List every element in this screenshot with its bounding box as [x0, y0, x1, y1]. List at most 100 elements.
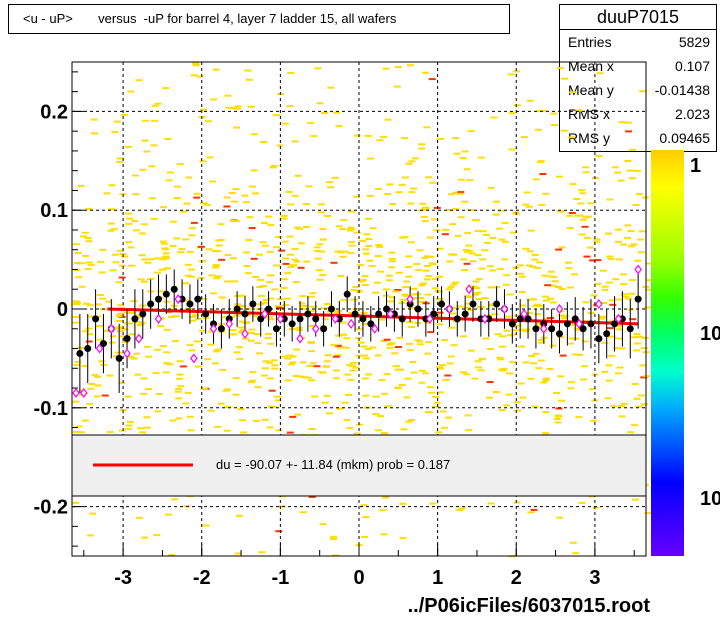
- heatmap-cell: [72, 501, 80, 504]
- heatmap-cell: [493, 200, 500, 203]
- heatmap-cell: [416, 340, 424, 343]
- heatmap-cell: [373, 281, 381, 284]
- heatmap-cell: [229, 107, 236, 109]
- heatmap-cell: [91, 132, 99, 135]
- heatmap-cell: [163, 328, 171, 331]
- heatmap-cell: [385, 274, 393, 277]
- heatmap-cell: [416, 249, 424, 252]
- heatmap-cell: [350, 298, 358, 301]
- heatmap-cell: [280, 278, 288, 281]
- heatmap-cell: [487, 286, 495, 289]
- heatmap-cell: [162, 257, 170, 260]
- heatmap-cell: [287, 265, 295, 268]
- heatmap-cell: [439, 410, 447, 413]
- heatmap-cell: [249, 185, 256, 188]
- heatmap-cell: [155, 393, 163, 395]
- heatmap-cell: [347, 241, 355, 244]
- heatmap-cell: [419, 202, 427, 205]
- heatmap-cell: [271, 364, 279, 367]
- heatmap-cell: [273, 395, 281, 398]
- heatmap-cell: [497, 358, 505, 361]
- heatmap-cell: [77, 184, 85, 187]
- fit-line: [107, 307, 639, 326]
- open-marker: [260, 308, 269, 319]
- heatmap-cell: [245, 78, 253, 81]
- profile-point: [508, 320, 516, 328]
- heatmap-cell: [447, 286, 455, 288]
- heatmap-cell: [478, 357, 486, 360]
- heatmap-cell: [556, 67, 564, 70]
- heatmap-cell: [293, 226, 301, 229]
- heatmap-cell: [217, 239, 225, 241]
- heatmap-cell: [90, 118, 98, 121]
- heatmap-cell: [103, 330, 111, 332]
- heatmap-cell: [108, 208, 116, 211]
- profile-point: [154, 295, 162, 303]
- heatmap-cell: [435, 298, 443, 300]
- heatmap-cell: [470, 285, 478, 288]
- heatmap-cell: [183, 299, 191, 302]
- heatmap-cell: [578, 233, 586, 236]
- heatmap-cell: [542, 318, 550, 321]
- heatmap-cell: [514, 324, 522, 327]
- heatmap-cell: [516, 272, 524, 275]
- heatmap-cell: [542, 295, 549, 298]
- heatmap-cell: [413, 262, 421, 265]
- profile-point: [414, 305, 422, 313]
- heatmap-cell: [384, 118, 392, 121]
- heatmap-cell: [89, 512, 97, 515]
- heatmap-cell: [431, 218, 438, 221]
- heatmap-cell: [360, 504, 368, 507]
- profile-point: [493, 300, 501, 308]
- heatmap-cell: [465, 244, 473, 247]
- heatmap-cell: [253, 333, 261, 336]
- heatmap-cell: [96, 294, 104, 296]
- heatmap-cell: [536, 322, 544, 325]
- heatmap-cell: [98, 271, 106, 274]
- heatmap-cell: [141, 258, 149, 261]
- heatmap-cell: [292, 375, 300, 377]
- heatmap-cell: [436, 311, 444, 314]
- heatmap-cell: [614, 228, 622, 231]
- heatmap-cell: [372, 413, 380, 416]
- heatmap-cell: [516, 264, 524, 267]
- heatmap-cell: [232, 393, 240, 396]
- heatmap-cell: [105, 300, 113, 303]
- heatmap-cell: [620, 283, 628, 286]
- heatmap-cell: [530, 508, 538, 511]
- heatmap-cell: [140, 392, 148, 395]
- heatmap-cell: [342, 346, 350, 349]
- heatmap-cell: [561, 316, 568, 319]
- profile-point: [571, 315, 579, 323]
- heatmap-cell: [490, 116, 498, 119]
- heatmap-cell: [261, 418, 269, 421]
- heatmap-cell: [88, 383, 96, 385]
- heatmap-cell: [332, 377, 340, 380]
- heatmap-cell: [520, 136, 528, 139]
- heatmap-cell: [127, 355, 135, 358]
- heatmap-cell: [74, 301, 82, 304]
- heatmap-cell: [282, 257, 290, 260]
- heatmap-cell: [394, 368, 402, 371]
- heatmap-cell: [130, 300, 138, 303]
- heatmap-cell: [361, 535, 369, 538]
- heatmap-cell: [565, 267, 573, 270]
- heatmap-cell: [177, 385, 185, 388]
- heatmap-cell: [276, 306, 283, 309]
- heatmap-cell: [125, 241, 133, 244]
- heatmap-cell: [462, 249, 470, 252]
- heatmap-cell: [534, 313, 542, 316]
- heatmap-cell: [432, 405, 440, 408]
- heatmap-cell: [616, 328, 624, 331]
- heatmap-cell: [316, 243, 324, 246]
- heatmap-cell: [447, 193, 455, 196]
- heatmap-cell: [261, 244, 269, 247]
- heatmap-cell: [291, 258, 299, 261]
- heatmap-cell: [392, 290, 400, 293]
- heatmap-cell: [627, 308, 635, 311]
- heatmap-cell: [475, 366, 482, 369]
- heatmap-cell: [260, 285, 267, 287]
- heatmap-cell: [481, 249, 489, 252]
- heatmap-cell: [137, 427, 144, 430]
- profile-point: [249, 300, 257, 308]
